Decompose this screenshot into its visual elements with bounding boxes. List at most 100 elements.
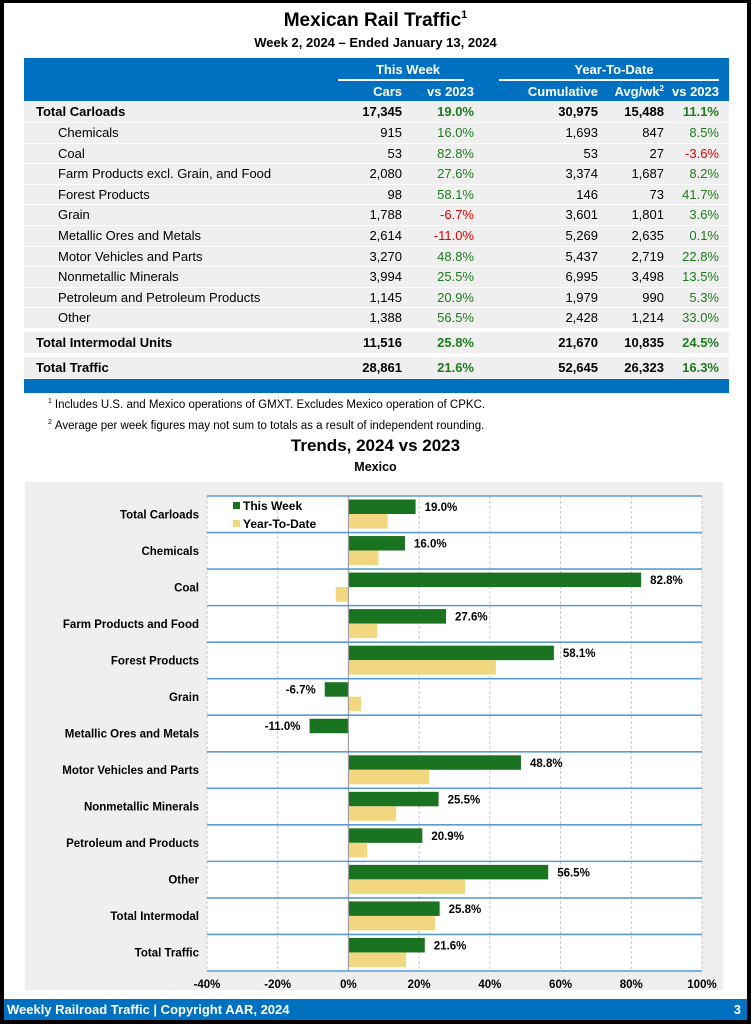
cars-value: 11,516 <box>362 334 402 350</box>
row-label: Other <box>58 310 91 326</box>
ytd-vs-2023-value: 5.3% <box>689 289 719 305</box>
avg-wk-label: Avg/wk <box>614 84 660 99</box>
bar-this-week <box>348 864 549 880</box>
footnote: 1 Includes U.S. and Mexico operations of … <box>48 393 485 414</box>
table-row: Grain 1,788 -6.7% 3,601 1,801 3.6% <box>24 205 729 226</box>
cumulative-value: 53 <box>583 145 598 161</box>
row-label: Nonmetallic Minerals <box>58 269 179 285</box>
page-number: 3 <box>733 1002 741 1017</box>
table-row: Nonmetallic Minerals 3,994 25.5% 6,995 3,498… <box>24 267 729 288</box>
table-row: Metallic Ores and Metals 2,614 -11.0% 5,269… <box>24 225 729 247</box>
ytd-vs-2023-value: 8.5% <box>689 125 719 140</box>
group-header-this-week: This Week <box>375 62 441 77</box>
category-label: Motor Vehicles and Parts <box>62 765 199 777</box>
table-row: Total Traffic 28,861 21.6% 52,645 26,323 16.3… <box>24 353 729 379</box>
bar-this-week <box>348 937 425 953</box>
footnote-text: Includes U.S. and Mexico operations of G… <box>54 399 486 411</box>
avg-wk-value: 2,635 <box>631 227 664 243</box>
bar-this-week <box>348 755 521 770</box>
bar-year-to-date <box>348 769 430 785</box>
table-body: Total Carloads 17,345 19.0% 30,975 15,488 11.… <box>24 101 729 379</box>
cars-value: 2,080 <box>369 166 402 182</box>
data-label: 19.0% <box>425 502 458 514</box>
col-header-cumulative: Cumulative <box>527 84 598 99</box>
x-tick-label: 60% <box>549 979 572 990</box>
data-label: -6.7% <box>286 685 316 697</box>
week-vs-2023-value: 48.8% <box>437 248 474 264</box>
bar-year-to-date <box>348 660 496 675</box>
page-footer: Weekly Railroad Traffic | Copyright AAR,… <box>4 999 747 1020</box>
table-row: Chemicals 915 16.0% 1,693 847 8.5% <box>24 123 729 144</box>
week-vs-2023-value: 16.0% <box>437 125 474 140</box>
week-vs-2023-value: 82.8% <box>437 145 474 161</box>
x-tick-label: -40% <box>194 979 221 990</box>
avg-wk-value: 15,488 <box>624 104 664 119</box>
title-footnote-mark: 1 <box>461 9 468 21</box>
cars-value: 3,270 <box>369 248 402 264</box>
table-header: This Week Year-To-Date Cars vs 2023 Cumu… <box>24 58 729 101</box>
table-row: Petroleum and Petroleum Products 1,145 20.… <box>24 287 729 309</box>
cars-value: 98 <box>387 186 402 202</box>
cumulative-value: 21,670 <box>558 334 598 350</box>
col-header-ytd-vs-2023: vs 2023 <box>672 84 719 99</box>
row-label: Farm Products excl. Grain, and Food <box>58 166 272 182</box>
bar-year-to-date <box>348 623 378 639</box>
row-label: Grain <box>58 207 90 223</box>
bar-this-week <box>348 536 405 551</box>
avg-wk-value: 2,719 <box>631 248 664 264</box>
footnote-text: Average per week figures may not sum to … <box>54 420 485 432</box>
cars-value: 2,614 <box>369 227 402 243</box>
category-label: Metallic Ores and Metals <box>65 729 199 741</box>
group-underline <box>338 79 464 81</box>
category-label: Petroleum and Products <box>66 838 199 850</box>
cars-value: 1,388 <box>369 310 402 326</box>
avg-wk-value: 73 <box>649 186 664 202</box>
ytd-vs-2023-value: 13.5% <box>682 269 719 285</box>
data-label: 56.5% <box>557 867 590 879</box>
cumulative-value: 52,645 <box>558 359 598 375</box>
data-label: 48.8% <box>530 758 563 770</box>
row-label: Forest Products <box>58 186 150 202</box>
footnotes: 1 Includes U.S. and Mexico operations of … <box>48 393 485 435</box>
avg-wk-value: 1,214 <box>631 310 664 326</box>
x-tick-label: 20% <box>408 979 431 990</box>
avg-wk-value: 10,835 <box>624 334 664 350</box>
cumulative-value: 3,601 <box>565 207 598 223</box>
row-label: Motor Vehicles and Parts <box>58 248 203 264</box>
ytd-vs-2023-value: 22.8% <box>682 248 719 264</box>
bar-year-to-date <box>348 550 379 566</box>
row-label: Petroleum and Petroleum Products <box>58 289 261 305</box>
row-label: Total Carloads <box>36 104 126 119</box>
ytd-vs-2023-value: 11.1% <box>682 104 719 119</box>
page-subtitle: Week 2, 2024 – Ended January 13, 2024 <box>254 35 497 50</box>
avg-footnote-mark: 2 <box>659 84 664 93</box>
bar-year-to-date <box>348 806 397 821</box>
traffic-table: This Week Year-To-Date Cars vs 2023 Cumu… <box>24 58 729 393</box>
row-label: Total Intermodal Units <box>36 334 173 350</box>
table-footer-bar <box>24 378 729 393</box>
footer-copyright: Weekly Railroad Traffic | Copyright AAR,… <box>7 1002 290 1017</box>
x-tick-label: 80% <box>620 979 643 990</box>
bar-this-week <box>348 609 447 624</box>
legend-swatch-this-week <box>233 502 240 509</box>
week-vs-2023-value: 25.8% <box>437 334 474 350</box>
ytd-vs-2023-value: 24.5% <box>682 334 719 350</box>
row-label: Chemicals <box>58 125 119 140</box>
data-label: -11.0% <box>265 721 301 733</box>
legend-label-ytd: Year-To-Date <box>243 517 316 531</box>
bar-this-week <box>348 572 642 588</box>
col-header-cars: Cars <box>373 84 402 99</box>
chart-subtitle: Mexico <box>354 460 397 474</box>
category-label: Coal <box>174 582 199 594</box>
table-row: Other 1,388 56.5% 2,428 1,214 33.0% <box>24 308 729 329</box>
week-vs-2023-value: -11.0% <box>433 227 474 243</box>
row-label: Coal <box>58 145 85 161</box>
week-vs-2023-value: 27.6% <box>437 166 474 182</box>
bar-this-week <box>348 791 439 807</box>
chart-title: Trends, 2024 vs 2023 <box>290 436 461 455</box>
data-label: 58.1% <box>563 648 596 660</box>
week-vs-2023-value: 19.0% <box>437 104 474 119</box>
row-label: Metallic Ores and Metals <box>58 227 202 243</box>
cumulative-value: 5,437 <box>565 248 598 264</box>
week-vs-2023-value: 20.9% <box>437 289 474 305</box>
